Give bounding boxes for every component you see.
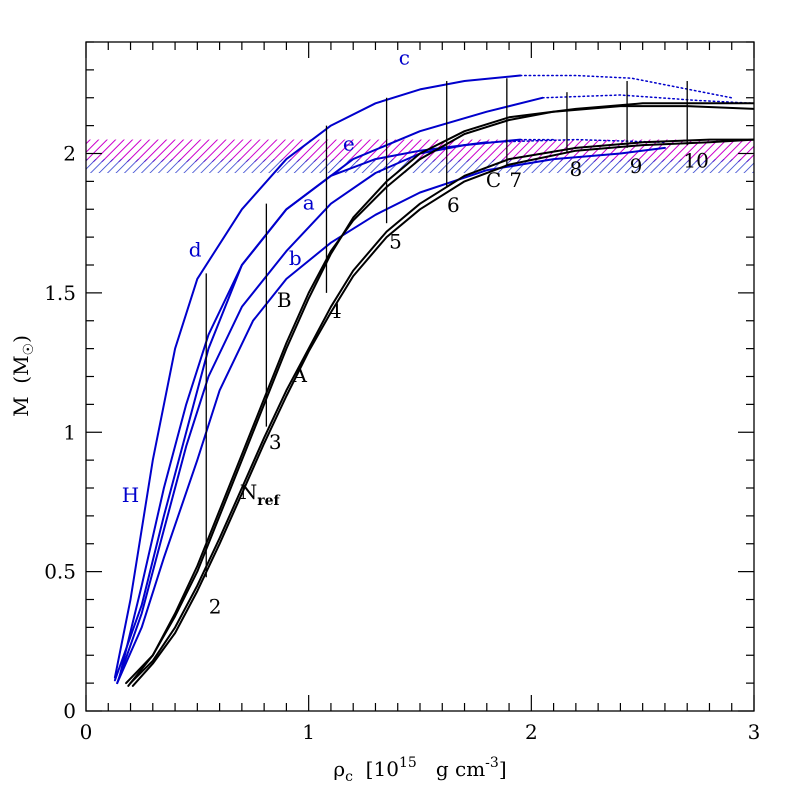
model-curve [113,141,488,682]
curve-label: Nref [240,480,281,509]
density-markers [205,78,688,578]
curve-label: d [189,238,202,262]
y-tick-label: 0 [63,699,76,723]
curve-label: 5 [389,229,402,253]
reference-curve [127,102,754,687]
model-curve [486,138,666,144]
curve-label: a [303,190,315,214]
y-tick-labels: 0 0.5 1 1.5 2 [44,142,76,724]
curve-label: H [122,483,139,507]
y-tick-label: 1.5 [44,281,76,305]
curve-label: 10 [683,148,708,172]
reference-curve [129,138,754,685]
model-curve [116,146,666,685]
x-tick-label: 2 [525,720,538,744]
axis-ticks [85,41,755,712]
y-tick-label: 2 [63,142,76,166]
y-tick-label: 1 [63,420,76,444]
model-curve [519,74,733,99]
curve-series [113,74,754,687]
curve-label: 6 [447,193,460,217]
x-tick-label: 3 [748,720,761,744]
x-tick-labels: 0 1 2 3 [80,720,761,744]
curve-label: 7 [509,168,522,192]
y-tick-label: 0.5 [44,560,76,584]
reference-curve [131,138,754,687]
x-tick-label: 0 [80,720,93,744]
x-tick-label: 1 [302,720,315,744]
constraint-band [86,159,754,174]
curve-label: 3 [269,430,282,454]
curve-label: B [277,288,292,312]
model-curve [116,138,522,685]
curve-label: 4 [329,299,342,323]
curve-label: c [399,45,410,69]
curve-label: b [289,246,302,270]
y-axis-label: M (M☉) [9,335,37,417]
model-curve [118,96,544,679]
x-axis-label: ρc [1015 g cm-3] [333,755,506,785]
curve-label: C [486,168,501,192]
curve-label: 9 [630,154,643,178]
curve-label: 8 [569,157,582,181]
model-curve [113,74,522,679]
curve-label: e [343,132,355,156]
curve-label: A [292,363,308,387]
model-curve [541,94,754,105]
curve-label: 2 [209,594,222,618]
curve-labels: c e a d b H B 4 A 3 Nref 2 5 6 C 7 8 9 10 [122,45,709,618]
